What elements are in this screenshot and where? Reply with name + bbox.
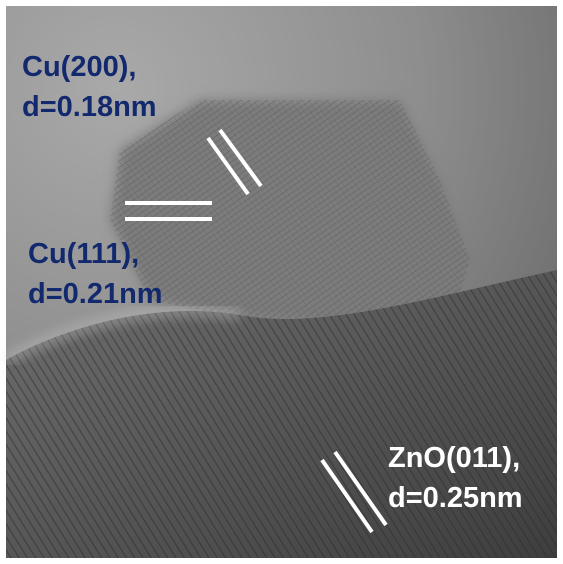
label: d=0.25nm [388, 482, 523, 514]
cu-lattice [110, 100, 470, 330]
tem-image: Cu(200), d=0.18nm Cu(111), d=0.21nm ZnO(… [0, 0, 563, 564]
label: ZnO(011), [388, 442, 520, 474]
label: Cu(200), [22, 51, 136, 83]
label: d=0.21nm [28, 278, 163, 310]
label: d=0.18nm [22, 91, 157, 123]
label: Cu(111), [28, 238, 139, 270]
